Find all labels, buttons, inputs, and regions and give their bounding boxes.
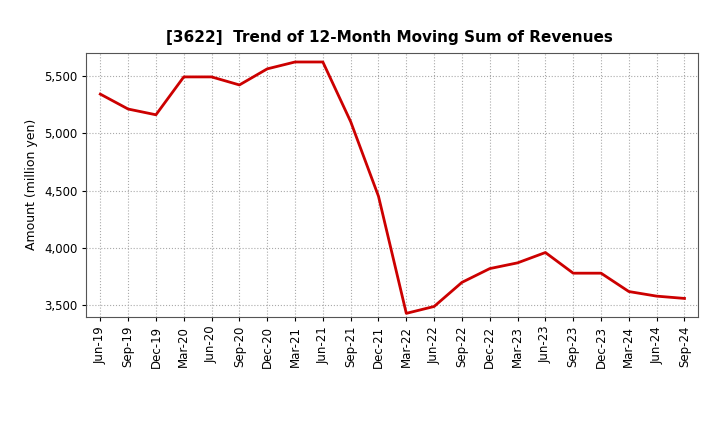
Text: [3622]  Trend of 12-Month Moving Sum of Revenues: [3622] Trend of 12-Month Moving Sum of R… <box>166 29 613 45</box>
Y-axis label: Amount (million yen): Amount (million yen) <box>25 119 38 250</box>
